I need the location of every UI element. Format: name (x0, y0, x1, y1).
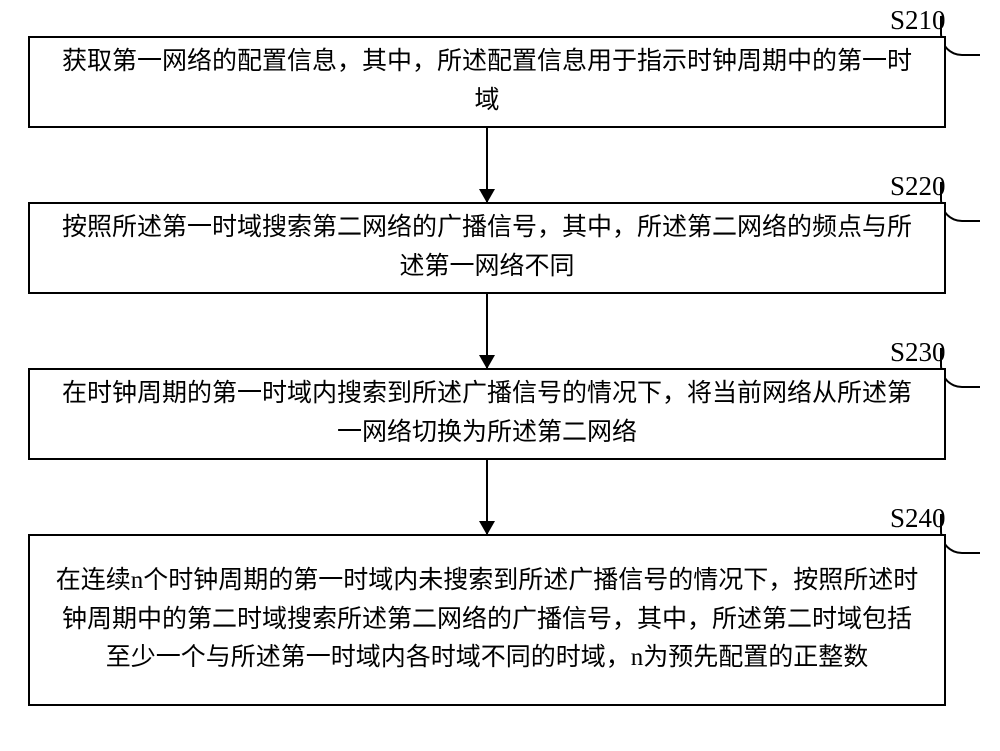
step-curve-s210 (940, 16, 980, 56)
step-label-s240: S240 (890, 503, 946, 534)
step-curve-s230 (940, 348, 980, 388)
step-box-s230: 在时钟周期的第一时域内搜索到所述广播信号的情况下，将当前网络从所述第一网络切换为… (28, 368, 946, 460)
step-curve-s220 (940, 182, 980, 222)
step-text-s220: 按照所述第一时域搜索第二网络的广播信号，其中，所述第二网络的频点与所述第一网络不… (50, 209, 924, 287)
step-box-s210: 获取第一网络的配置信息，其中，所述配置信息用于指示时钟周期中的第一时域 (28, 36, 946, 128)
step-text-s230: 在时钟周期的第一时域内搜索到所述广播信号的情况下，将当前网络从所述第一网络切换为… (50, 375, 924, 453)
step-box-s220: 按照所述第一时域搜索第二网络的广播信号，其中，所述第二网络的频点与所述第一网络不… (28, 202, 946, 294)
step-text-s210: 获取第一网络的配置信息，其中，所述配置信息用于指示时钟周期中的第一时域 (50, 43, 924, 121)
arrow-3 (486, 460, 488, 534)
step-label-s220: S220 (890, 171, 946, 202)
step-label-s210: S210 (890, 5, 946, 36)
step-text-s240: 在连续n个时钟周期的第一时域内未搜索到所述广播信号的情况下，按照所述时钟周期中的… (50, 562, 924, 678)
step-curve-s240 (940, 514, 980, 554)
flowchart-canvas: S210 获取第一网络的配置信息，其中，所述配置信息用于指示时钟周期中的第一时域… (0, 0, 1000, 751)
step-box-s240: 在连续n个时钟周期的第一时域内未搜索到所述广播信号的情况下，按照所述时钟周期中的… (28, 534, 946, 706)
step-label-s230: S230 (890, 337, 946, 368)
arrow-2 (486, 294, 488, 368)
arrow-1 (486, 128, 488, 202)
